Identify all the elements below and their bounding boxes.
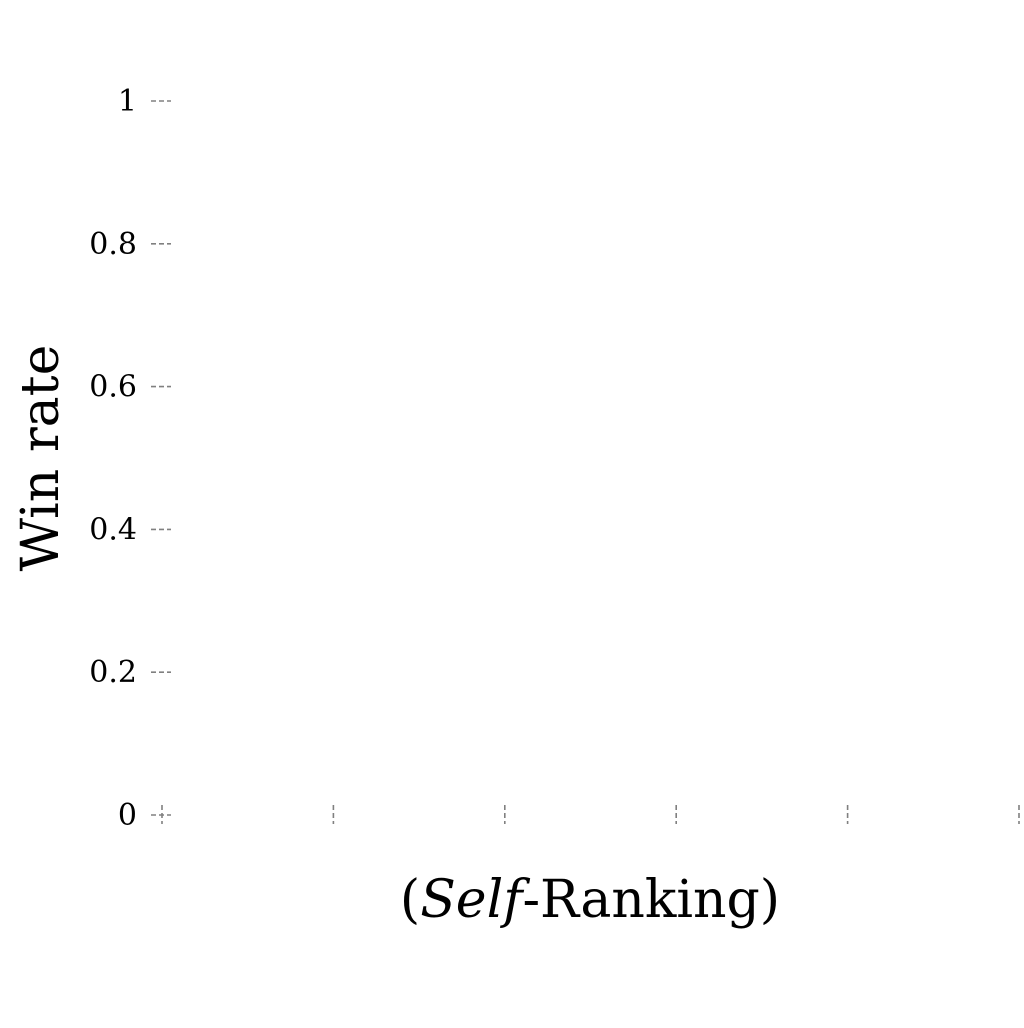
y-tick-label: 0.2 (89, 655, 137, 690)
x-axis-title-suffix: -Ranking) (522, 870, 780, 930)
x-axis-title-prefix: ( (400, 870, 420, 930)
y-tick-label: 0 (118, 798, 137, 833)
y-tick-label: 0.8 (89, 227, 137, 262)
x-axis-title-emphasis: Self (420, 870, 530, 930)
y-axis-title: Win rate (11, 345, 71, 572)
x-axis (161, 805, 1020, 824)
x-axis-title: (Self-Ranking) (400, 870, 780, 930)
y-tick-label: 1 (118, 84, 137, 119)
y-tick-label: 0.4 (89, 512, 137, 547)
y-axis: 0 0.2 0.4 0.6 0.8 1 (89, 84, 171, 833)
y-tick-label: 0.6 (89, 370, 137, 405)
